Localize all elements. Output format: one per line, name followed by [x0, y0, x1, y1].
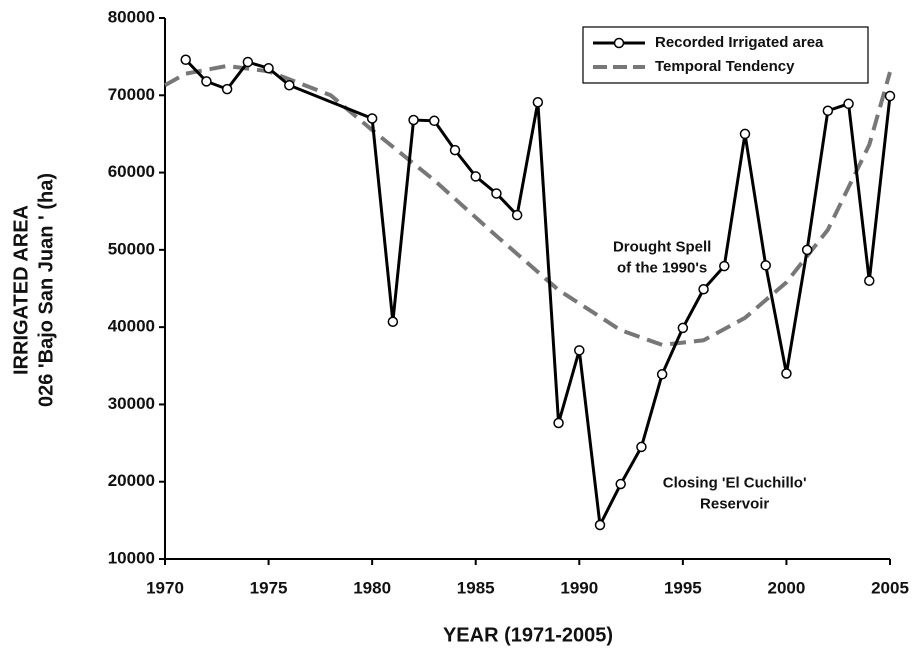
y-tick-label: 50000 [108, 239, 155, 258]
data-point [781, 368, 792, 379]
y-tick-label: 10000 [108, 548, 155, 567]
data-point [843, 98, 854, 110]
y-tick-label: 60000 [108, 162, 155, 181]
x-tick-label: 1990 [560, 578, 598, 597]
x-tick-label: 2005 [871, 578, 909, 597]
data-point [884, 90, 896, 102]
data-point [263, 62, 274, 74]
data-point [470, 171, 481, 182]
x-tick-label: 1980 [353, 578, 391, 597]
annotation: Drought Spell [613, 239, 711, 256]
annotation: Reservoir [700, 495, 769, 512]
x-tick-label: 1975 [250, 578, 288, 597]
legend-box [582, 26, 869, 84]
data-point [408, 114, 419, 126]
data-point [636, 441, 647, 453]
x-tick-label: 1970 [146, 578, 184, 597]
y-axis-label: 026 'Bajo San Juan ' (ha) [35, 173, 57, 407]
x-tick-label: 2000 [768, 578, 806, 597]
data-point [801, 244, 813, 256]
legend-label: Temporal Tendency [655, 58, 795, 75]
y-axis-label: IRRIGATED AREA [10, 205, 32, 375]
data-point [822, 105, 834, 116]
data-point [864, 275, 875, 287]
y-tick-label: 20000 [108, 471, 155, 490]
data-point [511, 209, 523, 221]
data-point [594, 519, 606, 531]
data-point [532, 96, 544, 108]
legend-label: Recorded Irrigated area [655, 34, 824, 51]
data-point [429, 115, 440, 127]
legend-marker [613, 37, 625, 49]
y-tick-label: 80000 [108, 7, 155, 26]
annotation: of the 1990's [617, 260, 707, 277]
data-point [677, 322, 689, 334]
x-tick-label: 1995 [664, 578, 702, 597]
series-line [164, 63, 892, 347]
data-point [242, 56, 254, 68]
annotation: Closing 'El Cuchillo' [663, 474, 807, 491]
data-point [180, 54, 191, 65]
x-axis-label: YEAR (1971-2005) [443, 624, 613, 646]
x-tick-label: 1985 [457, 578, 495, 597]
data-point [449, 144, 461, 156]
data-point [366, 113, 378, 124]
y-tick-label: 30000 [108, 394, 155, 413]
data-point [615, 478, 626, 490]
data-point [553, 417, 564, 429]
data-point [201, 76, 212, 87]
data-point [491, 188, 502, 199]
data-point [656, 369, 668, 380]
data-point [221, 83, 233, 95]
data-point [760, 260, 771, 271]
series-line [184, 58, 892, 531]
data-point [739, 128, 751, 140]
y-tick-label: 70000 [108, 85, 155, 104]
y-tick-label: 40000 [108, 317, 155, 336]
data-point [719, 260, 730, 272]
data-point [574, 345, 585, 356]
data-point [698, 284, 709, 295]
data-point [284, 79, 295, 91]
data-point [387, 316, 399, 327]
